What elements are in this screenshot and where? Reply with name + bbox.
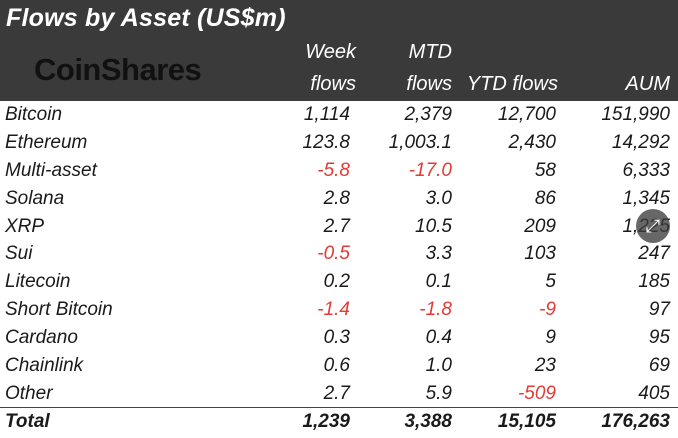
total-row: Total 1,239 3,388 15,105 176,263 [0, 407, 678, 436]
table-row: Cardano 0.3 0.4 9 95 [0, 324, 678, 352]
mtd-value: 3.0 [425, 187, 452, 209]
week-value: 0.2 [323, 271, 350, 293]
col-header-mtd-line2: flows [406, 73, 452, 95]
ytd-value: 2,430 [508, 131, 556, 153]
asset-name: Sui [5, 243, 33, 265]
aum-value: 95 [648, 327, 670, 349]
table-row: Multi-asset -5.8 -17.0 58 6,333 [0, 157, 678, 185]
aum-value: 6,333 [622, 159, 670, 181]
week-value: 2.7 [323, 382, 350, 404]
col-header-week-line2: flows [310, 73, 356, 95]
col-header-mtd: MTD flows [380, 36, 452, 100]
asset-name: Chainlink [5, 354, 84, 376]
aum-value: 405 [638, 382, 670, 404]
total-week-value: 1,239 [200, 407, 352, 436]
table-row: Solana 2.8 3.0 86 1,345 [0, 185, 678, 213]
aum-value: 69 [648, 354, 670, 376]
expand-icon[interactable]: ⤢ [636, 209, 670, 243]
week-value: -5.8 [317, 159, 350, 181]
total-label: Total [0, 407, 200, 436]
total-ytd-value: 15,105 [452, 407, 556, 436]
week-value: 0.3 [323, 327, 350, 349]
table-row: Chainlink 0.6 1.0 23 69 [0, 352, 678, 380]
aum-value: 151,990 [601, 103, 670, 125]
week-value: 1,114 [303, 103, 350, 125]
week-value: -0.5 [317, 243, 350, 265]
table-row: Bitcoin 1,114 2,379 12,700 151,990 [0, 101, 678, 129]
total-aum-value: 176,263 [556, 407, 678, 436]
aum-value: 247 [638, 243, 670, 265]
ytd-value: 86 [534, 187, 556, 209]
asset-name: Short Bitcoin [5, 299, 113, 321]
asset-name: Other [5, 382, 53, 404]
col-header-aum: AUM [625, 73, 670, 95]
table-row: Litecoin 0.2 0.1 5 185 [0, 268, 678, 296]
col-header-mtd-line1: MTD [408, 41, 452, 63]
flows-table: Bitcoin 1,114 2,379 12,700 151,990 Ethereum 12… [0, 101, 678, 436]
aum-value: 97 [648, 299, 670, 321]
total-mtd-value: 3,388 [352, 407, 452, 436]
aum-value: 185 [638, 271, 670, 293]
asset-name: Multi-asset [5, 159, 97, 181]
week-value: 2.7 [323, 215, 350, 237]
mtd-value: 5.9 [425, 382, 452, 404]
mtd-value: 1,003.1 [388, 131, 452, 153]
asset-name: Solana [5, 187, 65, 209]
week-value: 0.6 [323, 354, 350, 376]
mtd-value: 0.4 [425, 327, 452, 349]
table-row: Ethereum 123.8 1,003.1 2,430 14,292 [0, 129, 678, 157]
asset-name: Cardano [5, 327, 78, 349]
asset-name: Ethereum [5, 131, 88, 153]
ytd-value: 12,700 [497, 103, 556, 125]
mtd-value: 10.5 [415, 215, 452, 237]
col-header-week-line1: Week [305, 41, 356, 63]
brand-logo: CoinShares [34, 52, 202, 87]
mtd-value: 3.3 [425, 243, 452, 265]
ytd-value: 9 [545, 327, 556, 349]
mtd-value: 1.0 [425, 354, 452, 376]
mtd-value: -1.8 [419, 299, 452, 321]
mtd-value: -17.0 [408, 159, 452, 181]
ytd-value: 58 [534, 159, 556, 181]
ytd-value: 5 [545, 271, 556, 293]
asset-name: Bitcoin [5, 103, 63, 125]
ytd-value: -509 [517, 382, 556, 404]
col-header-ytd: YTD flows [466, 73, 558, 95]
mtd-value: 0.1 [425, 271, 452, 293]
ytd-value: 103 [524, 243, 556, 265]
ytd-value: 209 [524, 215, 556, 237]
asset-name: XRP [5, 215, 45, 237]
week-value: 2.8 [323, 187, 350, 209]
week-value: 123.8 [302, 131, 350, 153]
asset-name: Litecoin [5, 271, 71, 293]
aum-value: 1,345 [622, 187, 670, 209]
table-row: Other 2.7 5.9 -509 405 [0, 380, 678, 408]
table-row: Short Bitcoin -1.4 -1.8 -9 97 [0, 296, 678, 324]
table-row: Sui -0.5 3.3 103 247 [0, 240, 678, 268]
aum-value: 14,292 [611, 131, 670, 153]
table-header: Flows by Asset (US$m) CoinShares Week fl… [0, 0, 678, 101]
ytd-value: 23 [534, 354, 556, 376]
table-title: Flows by Asset (US$m) [6, 4, 286, 32]
col-header-week: Week flows [290, 36, 356, 100]
ytd-value: -9 [539, 299, 556, 321]
week-value: -1.4 [317, 299, 350, 321]
mtd-value: 2,379 [404, 103, 452, 125]
